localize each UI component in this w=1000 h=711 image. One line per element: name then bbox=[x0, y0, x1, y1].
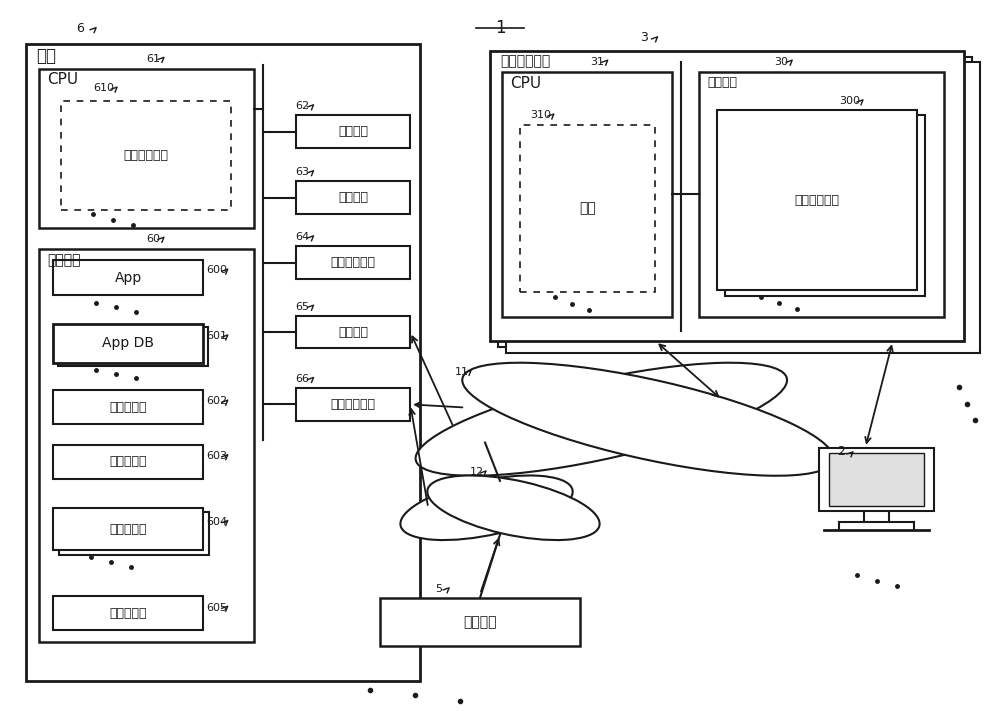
Ellipse shape bbox=[400, 476, 573, 540]
Text: 602: 602 bbox=[206, 397, 227, 407]
Bar bbox=[53, 390, 203, 424]
Text: 服务执行逻辑: 服务执行逻辑 bbox=[795, 193, 840, 206]
Bar bbox=[498, 57, 972, 347]
Text: 实例: 实例 bbox=[579, 201, 596, 215]
Text: 66: 66 bbox=[296, 374, 310, 384]
Bar bbox=[380, 598, 580, 646]
Bar bbox=[296, 181, 410, 214]
Text: 62: 62 bbox=[296, 101, 310, 111]
Bar bbox=[61, 100, 231, 210]
Text: 存储单元: 存储单元 bbox=[707, 76, 737, 89]
Bar bbox=[296, 316, 410, 348]
Text: App: App bbox=[114, 271, 142, 284]
Bar bbox=[58, 327, 208, 366]
Text: 12: 12 bbox=[470, 467, 484, 477]
Bar bbox=[39, 69, 254, 228]
Bar bbox=[53, 508, 203, 550]
Ellipse shape bbox=[427, 476, 600, 540]
Text: 63: 63 bbox=[296, 167, 310, 177]
Text: 300: 300 bbox=[839, 96, 860, 106]
Bar bbox=[296, 115, 410, 148]
Text: 角色数据库: 角色数据库 bbox=[109, 455, 147, 469]
Bar bbox=[699, 73, 944, 316]
Bar bbox=[819, 447, 934, 511]
Text: 注册单元: 注册单元 bbox=[338, 125, 368, 138]
Text: 设置单元: 设置单元 bbox=[338, 326, 368, 338]
Text: 访问控制单元: 访问控制单元 bbox=[330, 398, 375, 411]
Bar bbox=[717, 109, 917, 290]
Bar bbox=[39, 250, 254, 642]
Text: 2: 2 bbox=[837, 445, 845, 458]
Bar bbox=[53, 445, 203, 479]
Text: 605: 605 bbox=[206, 603, 227, 613]
Text: 验证单元: 验证单元 bbox=[338, 191, 368, 204]
Text: 执行应用程序: 执行应用程序 bbox=[123, 149, 168, 162]
Bar bbox=[26, 44, 420, 681]
Text: 604: 604 bbox=[206, 517, 227, 527]
Text: 31: 31 bbox=[590, 57, 604, 67]
Text: 网络装置: 网络装置 bbox=[463, 615, 497, 629]
Text: 64: 64 bbox=[296, 232, 310, 242]
Text: 指令输入单元: 指令输入单元 bbox=[330, 256, 375, 269]
Bar bbox=[53, 324, 203, 363]
Text: CPU: CPU bbox=[47, 73, 78, 87]
Text: 60: 60 bbox=[146, 234, 160, 244]
Text: 存储单元: 存储单元 bbox=[47, 253, 81, 267]
Text: 5: 5 bbox=[435, 584, 442, 594]
Text: 1: 1 bbox=[495, 19, 505, 37]
Text: 601: 601 bbox=[206, 331, 227, 341]
Bar bbox=[296, 388, 410, 421]
Bar bbox=[490, 51, 964, 341]
Text: CPU: CPU bbox=[510, 76, 541, 91]
Text: 30: 30 bbox=[774, 57, 788, 67]
Bar bbox=[53, 597, 203, 630]
Text: 603: 603 bbox=[206, 451, 227, 461]
Bar bbox=[520, 125, 655, 292]
Text: 服务提供装置: 服务提供装置 bbox=[500, 55, 550, 68]
Bar bbox=[502, 73, 672, 316]
Text: 610: 610 bbox=[93, 83, 114, 93]
Text: 6: 6 bbox=[76, 21, 84, 35]
Text: 3: 3 bbox=[640, 31, 647, 44]
Text: 验证数据库: 验证数据库 bbox=[109, 401, 147, 414]
Bar bbox=[53, 260, 203, 295]
Bar bbox=[506, 63, 980, 353]
Text: 65: 65 bbox=[296, 301, 310, 311]
Bar bbox=[725, 115, 925, 296]
Text: 61: 61 bbox=[146, 54, 160, 64]
Ellipse shape bbox=[462, 363, 834, 476]
Text: 设备: 设备 bbox=[36, 48, 56, 65]
Text: 310: 310 bbox=[530, 110, 551, 120]
Bar bbox=[59, 512, 209, 555]
Text: 逻辑数据库: 逻辑数据库 bbox=[109, 606, 147, 620]
Text: 600: 600 bbox=[206, 265, 227, 275]
Bar bbox=[829, 452, 924, 506]
Bar bbox=[296, 247, 410, 279]
Text: 11: 11 bbox=[455, 367, 469, 377]
Text: 角色权限表: 角色权限表 bbox=[109, 523, 147, 535]
Ellipse shape bbox=[416, 363, 787, 476]
Text: App DB: App DB bbox=[102, 336, 154, 350]
